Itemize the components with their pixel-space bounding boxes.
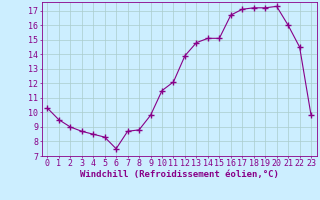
X-axis label: Windchill (Refroidissement éolien,°C): Windchill (Refroidissement éolien,°C) [80, 170, 279, 179]
